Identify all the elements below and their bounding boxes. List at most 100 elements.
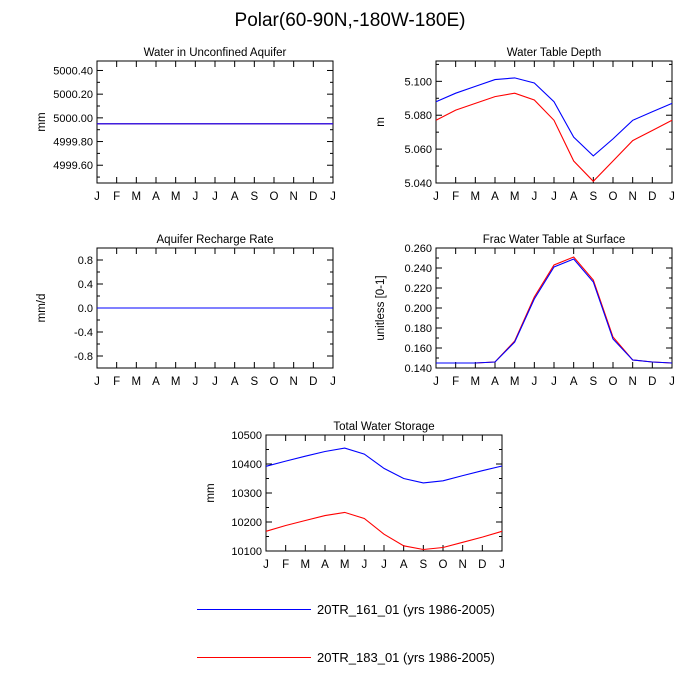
chart1-xtick-label: N — [290, 191, 298, 203]
chart5-ytick-label: 10500 — [231, 430, 262, 442]
chart3-xtick-label: F — [113, 376, 120, 388]
chart1-ytick-label: 5000.40 — [53, 65, 93, 77]
chart3-xtick-label: A — [152, 376, 160, 388]
chart4-xtick-label: N — [629, 376, 637, 388]
chart1-ytick-label: 5000.20 — [53, 89, 93, 101]
chart2-xtick-label: N — [629, 191, 637, 203]
chart5-xtick-label: D — [478, 559, 486, 571]
chart4-xtick-label: A — [570, 376, 578, 388]
chart2-xtick-label: F — [452, 191, 459, 203]
chart3-xtick-label: J — [330, 376, 336, 388]
chart1-xtick-label: M — [132, 191, 142, 203]
chart4-series-blue — [436, 258, 673, 364]
chart2-xtick-label: J — [551, 191, 557, 203]
chart5-xtick-label: M — [301, 559, 311, 571]
chart2-title: Water Table Depth — [507, 47, 602, 59]
chart1-ytick-label: 4999.80 — [53, 137, 93, 149]
legend-label-1: 20TR_161_01 (yrs 1986-2005) — [317, 601, 495, 617]
chart5-ytick-label: 10300 — [231, 488, 262, 500]
chart3-ytick-label: 0.8 — [78, 255, 93, 267]
chart5-xtick-label: M — [340, 559, 350, 571]
chart4-xtick-label: J — [433, 376, 439, 388]
chart3-title: Aquifer Recharge Rate — [157, 234, 274, 246]
chart4-ytick-label: 0.140 — [404, 363, 432, 375]
chart2-ytick-label: 5.100 — [404, 76, 432, 88]
chart5-ytick-label: 10400 — [231, 459, 262, 471]
chart1-ytick-label: 4999.60 — [53, 160, 93, 172]
chart4-series-red — [436, 256, 673, 364]
chart5-xtick-label: J — [361, 559, 367, 571]
legend-entry-1: 20TR_161_01 (yrs 1986-2005) — [197, 599, 495, 619]
chart4-xtick-label: M — [510, 376, 520, 388]
chart5-xtick-label: N — [459, 559, 467, 571]
chart5-xtick-label: J — [381, 559, 387, 571]
chart1-ytick-label: 5000.00 — [53, 113, 93, 125]
chart3-xtick-label: M — [132, 376, 142, 388]
chart3-ylabel: mm/d — [36, 294, 48, 323]
chart5-xtick-label: F — [282, 559, 289, 571]
chart2-xtick-label: S — [589, 191, 597, 203]
chart3-ytick-label: 0.4 — [78, 279, 93, 291]
chart2-frame — [435, 60, 673, 184]
chart3-xtick-label: J — [212, 376, 218, 388]
chart4-xtick-label: A — [491, 376, 499, 388]
chart5-ytick-label: 10100 — [231, 546, 262, 558]
chart4-title: Frac Water Table at Surface — [483, 234, 626, 246]
chart1-ylabel: mm — [36, 112, 48, 131]
chart4-ytick-label: 0.260 — [404, 243, 432, 255]
chart2-xtick-label: M — [510, 191, 520, 203]
chart1-xtick-label: M — [171, 191, 181, 203]
chart5-title: Total Water Storage — [333, 421, 434, 433]
chart1-xtick-label: A — [231, 191, 239, 203]
legend-swatch-2 — [197, 656, 311, 658]
chart4-xtick-label: J — [669, 376, 675, 388]
chart2-xtick-label: J — [669, 191, 675, 203]
chart1-xtick-label: J — [94, 191, 100, 203]
chart1-xtick-label: J — [212, 191, 218, 203]
chart5-xtick-label: J — [263, 559, 269, 571]
chart2-ytick-label: 5.060 — [404, 144, 432, 156]
chart1-frame — [96, 60, 334, 184]
chart1-xtick-label: A — [152, 191, 160, 203]
chart3-xtick-label: N — [290, 376, 298, 388]
chart2-xtick-label: A — [491, 191, 499, 203]
chart5-ytick-label: 10200 — [231, 517, 262, 529]
chart1-xtick-label: F — [113, 191, 120, 203]
chart3-xtick-label: O — [270, 376, 279, 388]
chart3-xtick-label: J — [192, 376, 198, 388]
chart3-xtick-label: S — [250, 376, 258, 388]
chart1-xtick-label: J — [330, 191, 336, 203]
chart4-ylabel: unitless [0-1] — [375, 275, 387, 340]
chart3-xtick-label: J — [94, 376, 100, 388]
chart2-xtick-label: M — [471, 191, 481, 203]
chart4-xtick-label: S — [589, 376, 597, 388]
chart2-xtick-label: D — [648, 191, 656, 203]
chart2-xtick-label: J — [531, 191, 537, 203]
chart3-ytick-label: -0.4 — [74, 327, 93, 339]
legend-swatch-1 — [197, 608, 311, 610]
chart4-xtick-label: J — [551, 376, 557, 388]
chart3-ytick-label: -0.8 — [74, 351, 93, 363]
chart4-ytick-label: 0.220 — [404, 283, 432, 295]
chart4-xtick-label: J — [531, 376, 537, 388]
chart4-xtick-label: D — [648, 376, 656, 388]
chart5-xtick-label: S — [419, 559, 427, 571]
chart3-ytick-label: 0.0 — [78, 303, 93, 315]
chart2-xtick-label: O — [609, 191, 618, 203]
chart2-ytick-label: 5.080 — [404, 110, 432, 122]
chart4-xtick-label: O — [609, 376, 618, 388]
chart5-series-red — [265, 511, 503, 551]
chart2-ylabel: m — [375, 117, 387, 127]
chart5-xtick-label: J — [499, 559, 505, 571]
chart5-series-blue — [265, 447, 503, 484]
chart1-xtick-label: J — [192, 191, 198, 203]
chart2-series-blue — [435, 77, 673, 157]
chart4-xtick-label: M — [471, 376, 481, 388]
chart3-xtick-label: D — [309, 376, 317, 388]
chart3-xtick-label: A — [231, 376, 239, 388]
chart5-ylabel: mm — [205, 483, 217, 502]
chart4-ytick-label: 0.160 — [404, 343, 432, 355]
chart5-xtick-label: A — [321, 559, 329, 571]
page-title: Polar(60-90N,-180W-180E) — [234, 10, 466, 31]
